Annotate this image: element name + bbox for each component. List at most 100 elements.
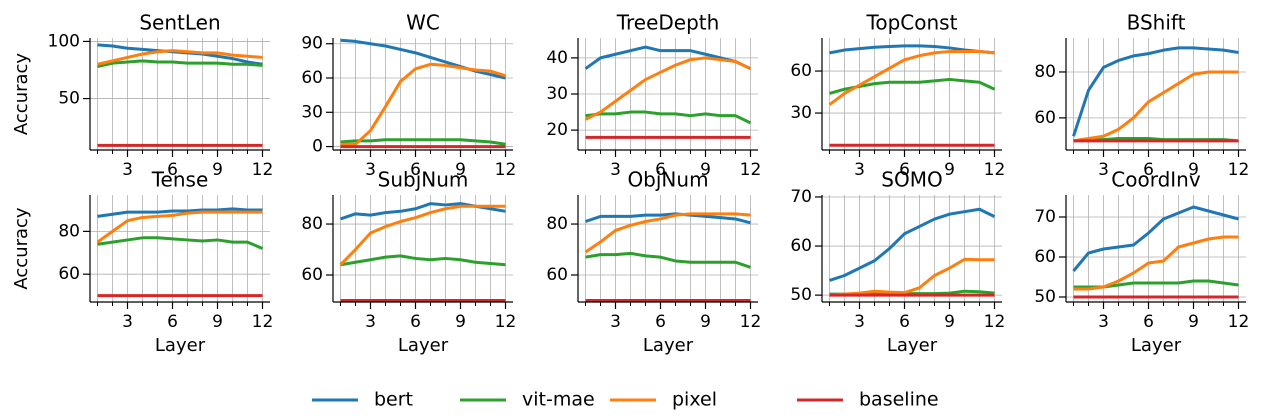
x-tick-label: 3 [610, 312, 621, 332]
legend-label: bert [374, 389, 413, 411]
x-tick-label: 12 [252, 160, 274, 180]
x-tick-label: 3 [854, 312, 865, 332]
x-tick-label: 12 [984, 160, 1006, 180]
y-tick-label: 20 [546, 120, 568, 140]
subplot-title: TreeDepth [616, 11, 720, 35]
x-tick-label: 9 [212, 312, 223, 332]
x-tick-label: 9 [212, 160, 223, 180]
y-tick-label: 60 [1034, 108, 1056, 128]
series-line [1073, 279, 1239, 289]
x-tick-label: 3 [1098, 160, 1109, 180]
x-tick-label: 6 [655, 312, 666, 332]
x-tick-label: 9 [700, 312, 711, 332]
x-tick-label: 9 [455, 160, 466, 180]
x-axis-label: Layer [398, 335, 449, 356]
series-line [585, 212, 751, 225]
y-tick-label: 100 [48, 31, 80, 51]
y-tick-label: 40 [546, 48, 568, 68]
x-axis-label: Layer [1131, 335, 1182, 356]
series-line [585, 251, 751, 269]
x-tick-label: 6 [1143, 160, 1154, 180]
subplot-title: SentLen [139, 11, 220, 35]
x-tick-label: 9 [700, 160, 711, 180]
x-tick-label: 12 [1228, 160, 1250, 180]
y-tick-label: 60 [546, 265, 568, 285]
x-tick-label: 3 [1098, 312, 1109, 332]
x-tick-label: 12 [495, 312, 517, 332]
y-tick-label: 60 [301, 265, 323, 285]
subplot-title: BShift [1127, 11, 1186, 35]
x-tick-label: 12 [252, 312, 274, 332]
series-line [97, 59, 263, 69]
subplot-title: WC [406, 11, 440, 35]
series-line [828, 49, 995, 106]
series-line [97, 236, 264, 250]
x-tick-label: 6 [899, 312, 910, 332]
legend-label: pixel [672, 389, 717, 411]
x-tick-label: 6 [167, 160, 178, 180]
x-tick-label: 9 [1188, 160, 1199, 180]
series-line [96, 210, 263, 244]
y-tick-label: 60 [58, 264, 80, 284]
x-tick-label: 12 [984, 312, 1006, 332]
x-tick-label: 9 [944, 312, 955, 332]
legend-label: vit-mae [522, 389, 595, 411]
series-line [1072, 205, 1239, 272]
y-axis-label: Accuracy [11, 207, 32, 290]
x-tick-label: 6 [899, 160, 910, 180]
legend-label: baseline [859, 389, 939, 411]
y-tick-label: 60 [301, 68, 323, 88]
x-tick-label: 12 [740, 312, 762, 332]
x-axis-label: Layer [887, 335, 938, 356]
y-tick-label: 30 [790, 103, 812, 123]
y-tick-label: 80 [546, 214, 568, 234]
series-line [1073, 235, 1239, 291]
x-tick-label: 3 [122, 312, 133, 332]
series-line [340, 62, 506, 146]
y-tick-label: 90 [301, 34, 323, 54]
series-line [340, 38, 506, 80]
x-tick-label: 9 [1188, 312, 1199, 332]
x-tick-label: 3 [122, 160, 133, 180]
y-tick-label: 80 [1034, 62, 1056, 82]
y-tick-label: 0 [312, 137, 323, 157]
x-tick-label: 12 [740, 160, 762, 180]
y-tick-label: 50 [58, 89, 80, 109]
y-tick-label: 30 [301, 102, 323, 122]
subplot-title: SOMO [881, 168, 942, 192]
subplot-title: ObjNum [627, 168, 708, 192]
series-line [829, 207, 996, 282]
x-tick-label: 6 [655, 160, 666, 180]
series-line [97, 49, 263, 66]
y-tick-label: 70 [1034, 207, 1056, 227]
y-tick-label: 60 [1034, 247, 1056, 267]
subplot-title: Tense [151, 168, 209, 192]
x-tick-label: 12 [495, 160, 517, 180]
y-tick-label: 30 [546, 84, 568, 104]
x-axis-label: Layer [155, 335, 206, 356]
y-tick-label: 70 [790, 187, 812, 207]
series-line [339, 204, 506, 266]
series-line [1072, 46, 1239, 137]
series-line [340, 254, 506, 267]
series-line [584, 56, 752, 121]
series-line [1073, 70, 1239, 143]
y-tick-label: 80 [58, 221, 80, 241]
y-tick-label: 80 [301, 214, 323, 234]
x-tick-label: 9 [455, 312, 466, 332]
subplot-title: SubjNum [378, 168, 469, 192]
y-axis-label: Accuracy [11, 53, 32, 136]
x-tick-label: 3 [365, 312, 376, 332]
x-tick-label: 6 [410, 160, 421, 180]
x-tick-label: 3 [365, 160, 376, 180]
y-tick-label: 50 [1034, 287, 1056, 307]
y-tick-label: 60 [790, 61, 812, 81]
x-tick-label: 3 [854, 160, 865, 180]
series-line [584, 212, 751, 254]
x-tick-label: 9 [944, 160, 955, 180]
x-axis-label: Layer [643, 335, 694, 356]
x-tick-label: 3 [610, 160, 621, 180]
series-line [340, 138, 506, 146]
y-tick-label: 60 [790, 236, 812, 256]
